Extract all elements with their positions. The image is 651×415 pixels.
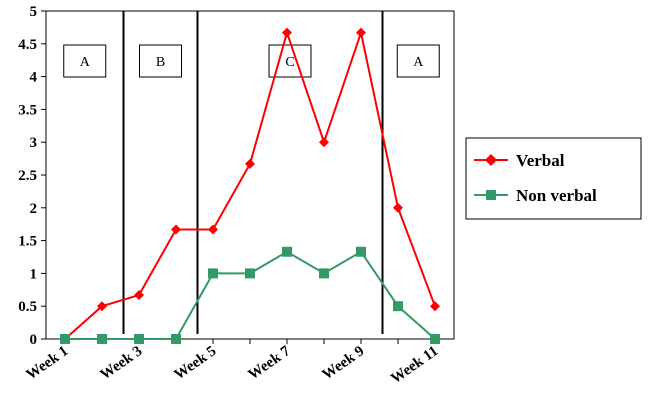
data-point-verbal — [356, 27, 366, 38]
x-tick-label: Week 7 — [246, 343, 294, 383]
data-point-verbal — [245, 158, 255, 169]
data-point-non-verbal — [356, 246, 366, 257]
legend: Verbal Non verbal — [465, 137, 642, 220]
data-point-verbal — [208, 224, 218, 235]
phase-label-a: A — [63, 44, 107, 78]
data-point-non-verbal — [97, 334, 107, 344]
x-tick-label: Week 3 — [98, 343, 146, 383]
data-point-verbal — [319, 137, 329, 148]
phase-label-text: A — [80, 55, 91, 70]
phase-label-a: A — [396, 44, 440, 78]
data-point-verbal — [97, 301, 107, 312]
y-tick-label: 4 — [30, 70, 38, 86]
phase-label-box — [268, 44, 312, 78]
y-tick-label: 0.5 — [18, 299, 37, 315]
x-tick-label: Week 11 — [388, 343, 441, 387]
data-point-non-verbal — [319, 268, 329, 279]
legend-label-verbal: Verbal — [516, 151, 565, 170]
y-tick-label: 3 — [30, 135, 38, 151]
data-point-non-verbal — [245, 268, 255, 279]
phase-label-box — [63, 44, 107, 78]
legend-nonverbal-marker — [486, 190, 496, 200]
y-tick-label: 1 — [30, 266, 38, 282]
y-tick-label: 2 — [30, 201, 38, 217]
x-tick-label: Week 5 — [172, 343, 220, 383]
data-point-verbal — [430, 301, 440, 312]
y-axis: 0 0.5 1 1.5 2 2.5 3 3.5 4 4.5 5 — [18, 4, 46, 348]
data-point-non-verbal — [171, 334, 181, 344]
data-point-verbal — [393, 202, 403, 213]
data-point-non-verbal — [393, 301, 403, 312]
data-point-verbal — [282, 27, 292, 38]
phase-change-lines — [122, 11, 384, 334]
x-tick-label: Week 9 — [320, 343, 368, 383]
x-axis: Week 1 Week 3 Week 5 Week 7 Week 9 Week 11 — [24, 339, 441, 387]
y-tick-label: 1.5 — [18, 234, 37, 250]
phase-label-text: B — [156, 55, 165, 70]
phase-label-b: B — [139, 44, 182, 78]
series-layer — [60, 27, 440, 344]
data-point-non-verbal — [134, 334, 144, 344]
data-point-non-verbal — [60, 334, 70, 344]
data-point-non-verbal — [430, 334, 440, 344]
legend-verbal-marker — [485, 154, 497, 166]
legend-label-nonverbal: Non verbal — [516, 186, 597, 205]
y-tick-label: 3.5 — [18, 102, 37, 118]
data-point-non-verbal — [282, 246, 292, 257]
phase-label-box — [139, 44, 182, 78]
phase-label-c: C — [268, 44, 312, 78]
data-point-verbal — [171, 224, 181, 235]
y-tick-label: 5 — [30, 4, 38, 20]
data-point-verbal — [134, 290, 144, 301]
y-tick-label: 4.5 — [18, 37, 37, 53]
phase-label-box — [396, 44, 440, 78]
y-tick-label: 0 — [30, 332, 38, 348]
phase-label-text: A — [413, 55, 424, 70]
legend-box — [465, 137, 642, 220]
y-tick-label: 2.5 — [18, 168, 37, 184]
plot-area — [45, 10, 455, 340]
phase-label-text: C — [285, 55, 294, 70]
data-point-non-verbal — [208, 268, 218, 279]
x-tick-label: Week 1 — [24, 343, 72, 383]
